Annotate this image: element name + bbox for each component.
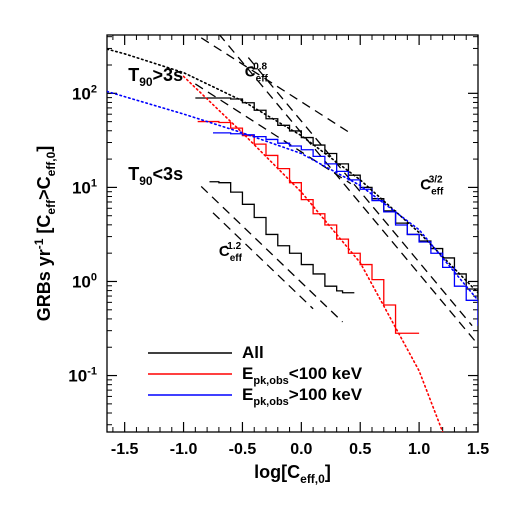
series-line-5	[182, 75, 444, 432]
x-axis-label: log[Ceff,0]	[254, 462, 331, 486]
plot-frame	[106, 34, 479, 433]
series-line-3	[213, 132, 478, 326]
reference-line	[200, 37, 349, 133]
slope-label: Ceff-3/2	[420, 174, 444, 197]
x-tick-label: 0.5	[349, 441, 371, 458]
reference-line	[247, 57, 473, 327]
y-tick-label: 100	[72, 271, 97, 291]
x-tick-label: -0.5	[229, 441, 257, 458]
x-tick-label: 1.5	[467, 441, 489, 458]
reference-line	[200, 185, 344, 323]
legend-label: All	[242, 343, 264, 362]
legend-label: Epk,obs>100 keV	[242, 385, 363, 408]
x-tick-label: 0.0	[290, 441, 312, 458]
group-label: T90<3s	[128, 164, 183, 188]
y-axis-label: GRBs yr-1 [Ceff>Ceff,0]	[32, 146, 58, 322]
series-line-6	[107, 90, 478, 302]
y-tick-label: 10-1	[68, 366, 97, 386]
reference-line	[218, 35, 478, 345]
group-label: T90>3s	[128, 65, 183, 89]
y-tick-label: 101	[72, 177, 97, 197]
plot-area	[107, 35, 478, 432]
x-tick-label: -1.0	[170, 441, 198, 458]
series-line-2	[197, 120, 420, 334]
reference-line	[212, 212, 314, 310]
slope-label: Ceff-1.2	[219, 241, 243, 264]
reference-line	[194, 83, 352, 185]
series-line-1	[209, 181, 355, 294]
slope-label: Ceff-0.8	[245, 61, 269, 84]
x-tick-label: -1.5	[111, 441, 139, 458]
x-tick-label: 1.0	[408, 441, 430, 458]
series-line-4	[107, 48, 478, 294]
legend-label: Epk,obs<100 keV	[242, 364, 363, 387]
y-tick-label: 102	[72, 83, 97, 103]
